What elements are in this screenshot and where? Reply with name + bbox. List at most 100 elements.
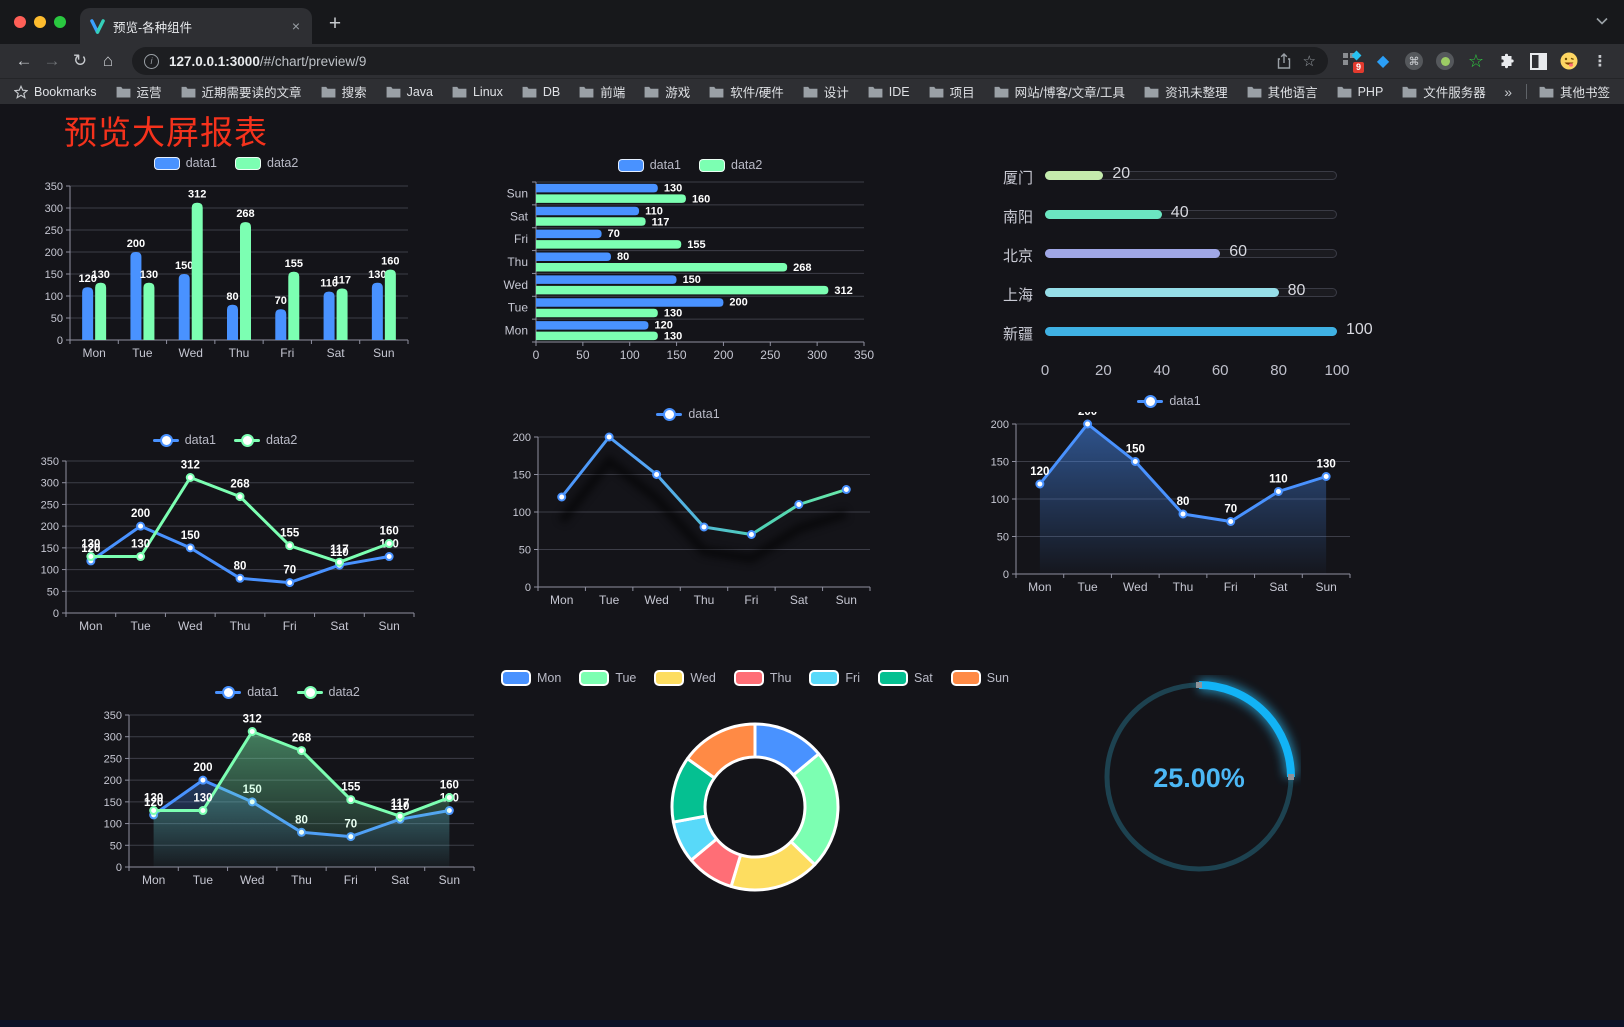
two-series-area-chart[interactable]: data1 data2 0 50 100 150 200 250 300 350 Mon Tue Wed… [95, 681, 480, 899]
chart-canvas[interactable] [565, 689, 945, 904]
chart-legend[interactable]: data1 data2 [498, 154, 882, 176]
bookmark-folder-item[interactable]: 游戏 [644, 82, 690, 101]
bookmark-folder-item[interactable]: 文件服务器 [1402, 82, 1486, 101]
share-icon[interactable] [1277, 53, 1291, 69]
bookmark-folder-item[interactable]: 项目 [929, 82, 975, 101]
progress-row[interactable]: 北京 60 [985, 243, 1377, 265]
svg-text:Sat: Sat [391, 873, 410, 887]
bookmark-folder-item[interactable]: 网站/博客/文章/工具 [994, 82, 1125, 101]
bookmark-star-icon[interactable]: ☆ [1302, 53, 1316, 70]
home-button[interactable]: ⌂ [102, 51, 114, 70]
browser-toolbar: ← → ↻ ⌂ i 127.0.0.1:3000/#/chart/preview… [0, 44, 1624, 78]
chart-legend[interactable]: Mon Tue Wed Thu Fri Sat Sun [500, 667, 1009, 689]
progress-row[interactable]: 厦门 20 [985, 165, 1377, 187]
chart-canvas[interactable]: 25.00% [1097, 675, 1301, 879]
progress-row[interactable]: 新疆 100 [1002, 321, 1373, 343]
zoom-window-button[interactable] [54, 16, 66, 28]
bookmarks-manager[interactable]: Bookmarks [14, 84, 97, 99]
svg-text:0: 0 [116, 862, 122, 874]
chart-legend[interactable]: data1 data2 [30, 429, 420, 451]
svg-text:155: 155 [280, 528, 300, 540]
bookmark-folder-item[interactable]: 运营 [116, 82, 162, 101]
new-tab-button[interactable]: + [328, 12, 342, 35]
bookmark-folder-item[interactable]: IDE [868, 85, 910, 99]
svg-text:120: 120 [144, 797, 163, 809]
other-bookmarks-folder[interactable]: 其他书签 [1539, 82, 1610, 101]
bookmark-folder-item[interactable]: 设计 [803, 82, 849, 101]
grouped-bar-chart[interactable]: data1 data2 0 50 100 150 200 250 300 350 Mon Tue Wed… [40, 152, 412, 368]
chart-legend[interactable]: data1 [498, 403, 878, 425]
svg-text:130: 130 [664, 182, 682, 194]
svg-text:0: 0 [57, 335, 63, 347]
svg-text:Fri: Fri [280, 346, 294, 360]
two-series-line-chart[interactable]: data1 data2 0 50 100 150 200 250 300 350 Mon Tue Wed… [30, 429, 420, 643]
chart-legend[interactable]: data1 data2 [40, 152, 412, 174]
bookmark-folder-item[interactable]: Linux [452, 85, 503, 99]
legend-swatch [152, 434, 179, 447]
page-bottom-strip [0, 1020, 1624, 1027]
chart-canvas[interactable]: 0 50 100 150 200 250 300 350 Mon Tue Wed Thu Fri Sat S… [40, 174, 412, 366]
single-area-chart[interactable]: data1 0 50 100 150 200 Mon Tue Wed Thu Fri Sat Sun 12… [980, 390, 1358, 604]
proxy-extension-icon[interactable]: 9 [1342, 50, 1364, 73]
bookmark-folder-item[interactable]: 前端 [579, 82, 625, 101]
green-dot-extension-icon[interactable] [1435, 51, 1455, 71]
donut-chart[interactable]: Mon Tue Wed Thu Fri Sat Sun [500, 667, 1009, 907]
gauge-chart[interactable]: 25.00% [1097, 675, 1301, 879]
progress-row[interactable]: 上海 80 [985, 282, 1377, 304]
horizontal-bar-chart[interactable]: data1 data2 0 50 100 150 200 250 300 350 Sun 130 160… [498, 154, 882, 370]
bookmarks-overflow-chevron[interactable]: » [1504, 83, 1512, 100]
chart-canvas[interactable]: 0 50 100 150 200 250 300 350 Mon Tue Wed Thu Fri Sat S… [30, 451, 420, 641]
bookmark-folder-item[interactable]: 资讯未整理 [1144, 82, 1228, 101]
svg-text:120: 120 [78, 273, 96, 285]
reload-button[interactable]: ↻ [72, 51, 88, 70]
svg-text:80: 80 [617, 251, 629, 263]
bookmark-folder-item[interactable]: 软件/硬件 [709, 82, 784, 101]
bookmark-folder-item[interactable]: Java [386, 85, 433, 99]
chart-canvas[interactable]: 0 50 100 150 200 Mon Tue Wed Thu Fri Sat Sun [498, 425, 878, 615]
chart-legend[interactable]: data1 data2 [95, 681, 480, 703]
browser-tab[interactable]: 预览-各种组件 × [80, 8, 312, 44]
svg-text:160: 160 [692, 193, 710, 205]
bookmark-folder-item[interactable]: 近期需要读的文章 [181, 82, 302, 101]
tab-overflow-chevron-icon[interactable] [1596, 17, 1608, 25]
gem-extension-icon[interactable]: ◆ [1376, 53, 1390, 70]
svg-text:Thu: Thu [229, 346, 250, 360]
site-info-icon[interactable]: i [144, 53, 159, 69]
url-text[interactable]: 127.0.0.1:3000/#/chart/preview/9 [169, 53, 367, 69]
svg-text:268: 268 [292, 733, 312, 745]
minimize-window-button[interactable] [34, 16, 46, 28]
address-bar[interactable]: i 127.0.0.1:3000/#/chart/preview/9 ☆ [132, 47, 1328, 75]
svg-text:50: 50 [51, 313, 63, 325]
dark-mode-extension-icon[interactable] [1528, 51, 1548, 71]
svg-text:250: 250 [760, 348, 780, 362]
bookmark-folder-item[interactable]: DB [522, 85, 560, 99]
svg-text:Tue: Tue [1077, 580, 1098, 594]
green-star-extension-icon[interactable]: ☆ [1467, 50, 1485, 71]
svg-text:100: 100 [41, 565, 59, 577]
chart-canvas[interactable]: 0 50 100 150 200 250 300 350 Mon Tue Wed Thu Fri Sat S… [95, 703, 480, 897]
bookmark-folder-item[interactable]: 搜索 [321, 82, 367, 101]
browser-menu-icon[interactable]: ⋮ [1592, 53, 1608, 70]
bookmark-folder-item[interactable]: 其他语言 [1247, 82, 1318, 101]
svg-text:130: 130 [664, 331, 682, 343]
command-extension-icon[interactable]: ⌘ [1404, 51, 1424, 71]
close-window-button[interactable] [14, 16, 26, 28]
emoji-extension-icon[interactable] [1559, 51, 1579, 71]
bookmark-folder-item[interactable]: PHP [1337, 85, 1383, 99]
chart-canvas[interactable]: 0 50 100 150 200 Mon Tue Wed Thu Fri Sat Sun 120 200 1… [980, 406, 1358, 602]
gradient-line-chart[interactable]: data1 0 50 100 150 200 Mon Tue Wed Thu Fri Sat Sun [498, 403, 878, 617]
progress-row[interactable]: 南阳 40 [985, 204, 1377, 226]
svg-text:100: 100 [991, 494, 1009, 506]
extensions-puzzle-icon[interactable] [1497, 51, 1517, 71]
svg-text:0: 0 [533, 348, 540, 362]
back-button[interactable]: ← [15, 51, 33, 70]
forward-button[interactable]: → [43, 51, 61, 70]
svg-text:200: 200 [131, 508, 150, 520]
svg-text:Thu: Thu [291, 873, 312, 887]
svg-text:200: 200 [513, 432, 531, 444]
tab-close-icon[interactable]: × [291, 18, 300, 34]
city-progress-chart[interactable]: 厦门 20 南阳 40 北京 60 上海 80 新疆 100 0 20 40 60 80 100 [985, 162, 1377, 387]
chart-legend[interactable]: data1 [980, 390, 1358, 412]
